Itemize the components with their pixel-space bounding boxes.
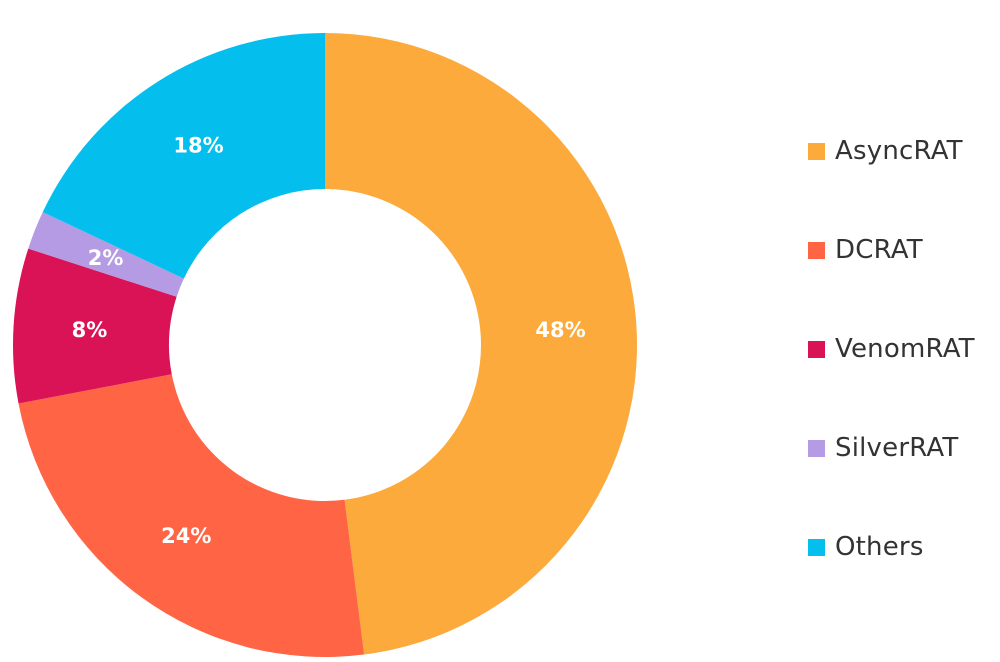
slice-labels-group: 48% 24% 8% 2% 18% (72, 134, 586, 548)
legend-item-asyncrat: AsyncRAT (808, 131, 998, 171)
slice-others (42, 33, 325, 279)
legend-swatch-silverrat (808, 439, 825, 457)
legend-swatch-others (808, 538, 825, 556)
legend-swatch-asyncrat (808, 142, 825, 160)
chart-legend: AsyncRAT DCRAT VenomRAT SilverRAT Others (808, 131, 998, 567)
legend-item-dcrat: DCRAT (808, 230, 998, 270)
legend-label-venomrat: VenomRAT (835, 334, 975, 364)
legend-label-silverrat: SilverRAT (835, 433, 959, 463)
slice-asyncrat (325, 33, 638, 655)
slice-label-venomrat: 8% (72, 318, 108, 342)
slice-silverrat (28, 212, 184, 297)
legend-swatch-venomrat (808, 340, 825, 358)
slice-label-others: 18% (173, 134, 223, 158)
slice-venomrat (12, 248, 177, 404)
slice-dcrat (18, 374, 365, 657)
legend-label-asyncrat: AsyncRAT (835, 136, 963, 166)
legend-item-venomrat: VenomRAT (808, 329, 998, 369)
legend-item-silverrat: SilverRAT (808, 428, 998, 468)
legend-label-others: Others (835, 532, 924, 562)
slices-group (12, 33, 638, 657)
legend-swatch-dcrat (808, 241, 825, 259)
slice-label-silverrat: 2% (88, 246, 124, 270)
slice-label-dcrat: 24% (161, 524, 211, 548)
legend-item-others: Others (808, 527, 998, 567)
legend-label-dcrat: DCRAT (835, 235, 923, 265)
slice-label-asyncrat: 48% (535, 318, 585, 342)
